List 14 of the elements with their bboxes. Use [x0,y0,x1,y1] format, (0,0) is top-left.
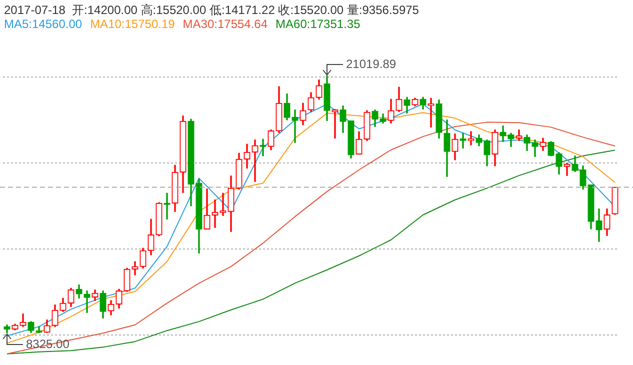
text: MA10:15750.19 [90,17,175,31]
chart-title: 2017-07-18 开:14200.00 高:15520.00 低:14171.22 收:15520.00 量:9356.5975 [4,2,419,19]
candlestick [564,162,570,176]
text: 21019.89 [345,56,398,72]
text: MA5:14560.00 [4,17,82,31]
candlestick [252,140,258,182]
candlestick [292,110,298,143]
candlestick [132,261,138,276]
candlestick [516,130,522,141]
text: MA30:17554.64 [182,17,268,31]
candlestick [212,200,218,228]
text: MA60:17351.35 [276,17,360,31]
candlestick [84,290,90,313]
candlestick [500,126,506,142]
